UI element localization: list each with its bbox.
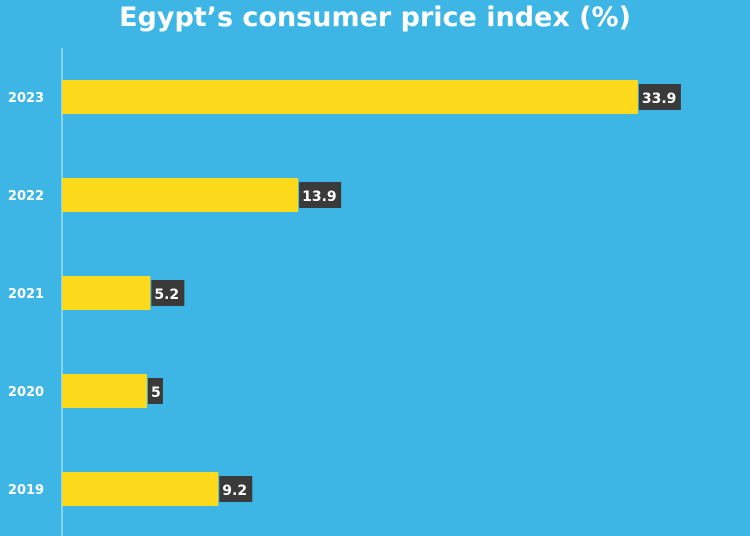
value-label: 5 bbox=[151, 385, 161, 401]
chart-title: Egypt’s consumer price index (%) bbox=[119, 2, 631, 33]
category-label: 2022 bbox=[8, 189, 44, 204]
value-label-box bbox=[147, 378, 163, 404]
value-label: 5.2 bbox=[154, 287, 179, 303]
category-label: 2023 bbox=[8, 91, 44, 106]
bar-2021 bbox=[62, 276, 151, 310]
value-label: 33.9 bbox=[642, 91, 677, 107]
category-label: 2019 bbox=[8, 483, 44, 498]
bar-2019 bbox=[62, 472, 219, 506]
value-label-box bbox=[219, 476, 253, 502]
value-label-box bbox=[299, 182, 342, 208]
bar-2020 bbox=[62, 374, 147, 408]
bar-2023 bbox=[62, 80, 638, 114]
value-label: 9.2 bbox=[222, 483, 247, 499]
value-label-box bbox=[151, 280, 185, 306]
value-label: 13.9 bbox=[302, 189, 337, 205]
bars-group: 2023 33.9 2022 13.9 2021 5.2 2020 5 2019 9.2 bbox=[8, 80, 681, 506]
bar-2022 bbox=[62, 178, 299, 212]
value-label-box bbox=[638, 84, 681, 110]
category-label: 2020 bbox=[8, 385, 44, 400]
category-label: 2021 bbox=[8, 287, 44, 302]
